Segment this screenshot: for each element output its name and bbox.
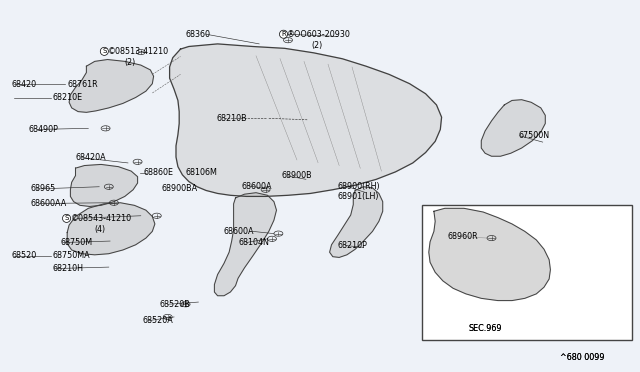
Bar	[422, 205, 632, 340]
Text: 68360: 68360	[186, 30, 211, 39]
Text: SEC.969: SEC.969	[468, 324, 502, 333]
Text: SEC.969: SEC.969	[468, 324, 502, 333]
Polygon shape	[67, 203, 155, 255]
Polygon shape	[429, 208, 550, 301]
Text: 68600A: 68600A	[224, 227, 255, 236]
Text: 68520B: 68520B	[160, 300, 191, 309]
Text: (2): (2)	[125, 58, 136, 67]
Text: 68420A: 68420A	[76, 153, 106, 162]
Text: ©08513-41210: ©08513-41210	[108, 47, 169, 56]
Polygon shape	[70, 164, 138, 206]
Text: S: S	[102, 48, 106, 54]
Text: 68210B: 68210B	[216, 114, 247, 123]
Text: S: S	[65, 215, 68, 221]
Text: 68901(LH): 68901(LH)	[338, 192, 380, 201]
Text: 68520: 68520	[12, 251, 36, 260]
Text: 68900(RH): 68900(RH)	[338, 182, 381, 190]
Text: 68600AA: 68600AA	[31, 199, 67, 208]
Text: 68900B: 68900B	[282, 171, 312, 180]
Polygon shape	[69, 60, 154, 112]
Text: 68960R: 68960R	[448, 232, 479, 241]
Text: ®OO603-20930: ®OO603-20930	[287, 30, 351, 39]
Text: 68420: 68420	[12, 80, 36, 89]
Text: ^680 0099: ^680 0099	[560, 353, 605, 362]
Text: 68210E: 68210E	[52, 93, 83, 102]
Text: 68490P: 68490P	[29, 125, 59, 134]
Text: (2): (2)	[312, 41, 323, 50]
Text: 68750MA: 68750MA	[52, 251, 90, 260]
Text: 68520A: 68520A	[142, 316, 173, 325]
Text: 68600A: 68600A	[242, 182, 273, 190]
Polygon shape	[214, 193, 276, 296]
Text: 68210H: 68210H	[52, 264, 83, 273]
Polygon shape	[330, 187, 383, 257]
Text: 68965: 68965	[31, 185, 56, 193]
Text: 68750M: 68750M	[60, 238, 92, 247]
Polygon shape	[170, 44, 442, 196]
Text: R: R	[281, 31, 286, 37]
Text: (4): (4)	[95, 225, 106, 234]
Text: 68860E: 68860E	[144, 169, 174, 177]
Polygon shape	[481, 100, 545, 156]
Text: 68104N: 68104N	[238, 238, 269, 247]
Text: ©08543-41210: ©08543-41210	[70, 214, 132, 223]
Text: 67500N: 67500N	[518, 131, 550, 140]
Text: 68761R: 68761R	[67, 80, 98, 89]
Text: ^680 0099: ^680 0099	[560, 353, 605, 362]
Text: 68210P: 68210P	[338, 241, 368, 250]
Text: 68106M: 68106M	[186, 169, 218, 177]
Text: 68900BA: 68900BA	[161, 185, 197, 193]
